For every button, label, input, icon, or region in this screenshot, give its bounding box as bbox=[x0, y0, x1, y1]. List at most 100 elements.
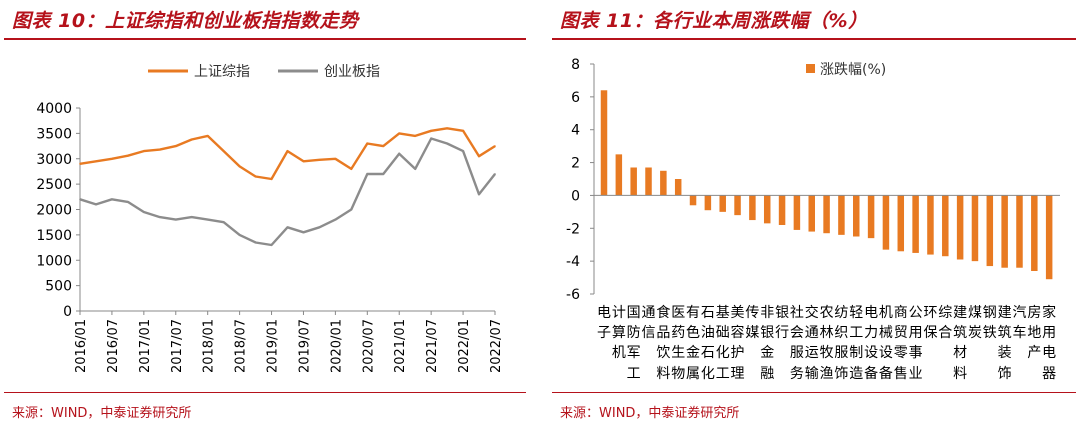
bar bbox=[704, 195, 712, 211]
data-point-0 bbox=[270, 178, 273, 180]
category-label-char: 售 bbox=[894, 366, 908, 382]
data-point-1 bbox=[222, 221, 225, 223]
category-label-char: 理 bbox=[731, 366, 745, 382]
data-point-1 bbox=[254, 241, 257, 244]
left-source-rule bbox=[4, 392, 526, 393]
left-panel: 图表 10：上证综指和创业板指指数走势 0 500 1000 1500 2000 2500… bbox=[0, 0, 530, 430]
bar bbox=[778, 195, 786, 225]
bar bbox=[734, 195, 741, 216]
data-point-0 bbox=[382, 145, 385, 147]
category-label-char: 有 bbox=[686, 305, 700, 321]
y-tick-label: 2 bbox=[571, 156, 580, 172]
category-label-char: 务 bbox=[790, 366, 804, 382]
category-label-char: 炭 bbox=[968, 325, 982, 341]
data-point-1 bbox=[382, 173, 385, 175]
category-label-char: 车 bbox=[1012, 324, 1026, 341]
x-tick-label: 2021/07 bbox=[425, 319, 440, 373]
y-tick-label: 4000 bbox=[36, 101, 72, 117]
bar bbox=[630, 167, 637, 196]
category-label-char: 传 bbox=[745, 305, 759, 321]
x-tick-label: 2017/07 bbox=[170, 319, 185, 373]
bar bbox=[645, 167, 652, 196]
bar bbox=[1016, 195, 1023, 268]
bar bbox=[1001, 195, 1008, 268]
category-label-char: 筑 bbox=[998, 325, 1012, 341]
data-point-0 bbox=[206, 135, 209, 137]
category-label-char: 轻 bbox=[849, 305, 863, 321]
y-tick-label: 1500 bbox=[36, 228, 72, 244]
y-tick-label: 4 bbox=[571, 123, 580, 139]
bar bbox=[882, 195, 890, 250]
category-label-char: 贸 bbox=[894, 325, 908, 341]
category-label-char: 饰 bbox=[998, 366, 1012, 382]
category-label-char: 电 bbox=[597, 305, 611, 321]
category-label-char: 品 bbox=[656, 325, 670, 341]
bar bbox=[986, 195, 994, 267]
left-chart-title: 图表 10：上证综指和创业板指指数走势 bbox=[12, 10, 359, 32]
data-point-0 bbox=[254, 175, 257, 178]
x-tick-label: 2016/07 bbox=[106, 319, 121, 373]
category-label-char: 饮 bbox=[656, 345, 670, 361]
y-tick-label: 3000 bbox=[36, 152, 72, 168]
category-label-char: 服 bbox=[834, 345, 848, 361]
category-label-char: 装 bbox=[998, 345, 1012, 361]
category-label-char: 行 bbox=[775, 325, 789, 341]
category-label-char: 融 bbox=[760, 366, 774, 382]
data-point-1 bbox=[79, 198, 81, 201]
category-label-char: 社 bbox=[790, 305, 804, 321]
category-label-char: 油 bbox=[701, 325, 715, 341]
right-source-rule bbox=[552, 392, 1076, 393]
category-label-char: 基 bbox=[716, 304, 730, 321]
data-point-0 bbox=[446, 127, 448, 130]
bar bbox=[749, 195, 756, 221]
data-point-1 bbox=[174, 218, 177, 221]
x-tick-label: 2022/01 bbox=[457, 319, 472, 373]
category-label-char: 汽 bbox=[1012, 305, 1026, 321]
category-label-char: 钢 bbox=[983, 305, 997, 321]
data-point-0 bbox=[143, 150, 145, 152]
bar bbox=[956, 195, 964, 260]
category-label-char: 综 bbox=[938, 305, 952, 321]
category-label-char: 煤 bbox=[968, 305, 982, 321]
data-point-0 bbox=[127, 154, 129, 157]
category-label-char: 金 bbox=[760, 345, 774, 361]
data-point-0 bbox=[478, 155, 480, 158]
x-tick-label: 2020/07 bbox=[361, 319, 376, 373]
data-point-0 bbox=[111, 157, 113, 160]
category-label-char: 化 bbox=[716, 345, 730, 361]
data-point-1 bbox=[302, 231, 305, 234]
category-label-char: 铁 bbox=[983, 325, 997, 341]
category-label-char: 国 bbox=[627, 305, 641, 321]
bar bbox=[912, 195, 919, 253]
category-label-char: 石 bbox=[701, 305, 715, 321]
data-point-1 bbox=[478, 193, 480, 196]
bar bbox=[927, 195, 934, 255]
data-point-1 bbox=[414, 168, 416, 170]
category-label-char: 林 bbox=[820, 325, 834, 341]
data-point-0 bbox=[222, 150, 225, 152]
category-label-char: 设 bbox=[864, 345, 878, 361]
category-label-char: 电 bbox=[1042, 345, 1056, 361]
data-point-0 bbox=[318, 158, 321, 161]
category-label-char: 备 bbox=[864, 365, 878, 382]
category-label-char: 通 bbox=[805, 325, 819, 341]
category-label-char: 环 bbox=[923, 305, 937, 321]
data-point-1 bbox=[494, 173, 496, 175]
line-chart: 0 500 1000 1500 2000 2500 3000 3500 4000 2016/01 2… bbox=[36, 64, 504, 373]
y-tick-label: -4 bbox=[566, 254, 580, 270]
category-label-char: 色 bbox=[686, 324, 700, 341]
data-point-0 bbox=[159, 148, 161, 151]
category-label-char: 用 bbox=[909, 325, 923, 341]
y-tick-label: 500 bbox=[45, 279, 72, 295]
category-label-char: 运 bbox=[805, 345, 819, 361]
category-label-char: 生 bbox=[671, 345, 685, 361]
y-tick-label: 2500 bbox=[36, 177, 72, 193]
category-label-char: 材 bbox=[953, 345, 967, 361]
data-point-1 bbox=[127, 201, 129, 203]
data-point-1 bbox=[143, 211, 145, 213]
right-source-note: 来源：WIND，中泰证券研究所 bbox=[560, 406, 740, 421]
category-label-char: 输 bbox=[805, 366, 819, 382]
bar bbox=[1031, 195, 1038, 271]
x-tick-label: 2017/01 bbox=[138, 319, 153, 373]
category-label-char: 工 bbox=[849, 325, 863, 341]
